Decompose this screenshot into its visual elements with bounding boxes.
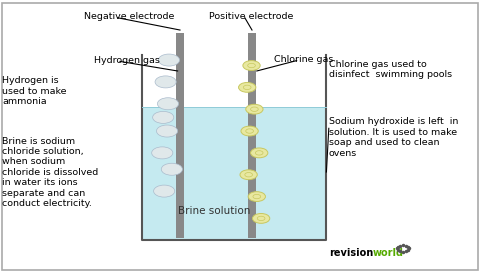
Text: Negative electrode: Negative electrode [84,12,174,21]
Text: Chlorine gas: Chlorine gas [274,55,333,64]
Bar [176,33,184,238]
Text: Positive electrode: Positive electrode [209,12,293,21]
Circle shape [241,126,258,136]
Bar [248,33,256,238]
Circle shape [248,192,265,201]
Circle shape [161,163,182,175]
Text: Hydrogen gas: Hydrogen gas [94,56,159,65]
Text: Brine is sodium
chloride solution,
when sodium
chloride is dissolved
in water it: Brine is sodium chloride solution, when … [2,136,99,208]
Text: revision: revision [329,248,373,258]
Text: Hydrogen is
used to make
ammonia: Hydrogen is used to make ammonia [2,76,67,106]
Text: world: world [373,248,404,258]
Bar [142,106,326,240]
Circle shape [157,98,179,110]
Circle shape [153,111,174,123]
Text: Brine solution: Brine solution [178,206,250,216]
Circle shape [251,148,268,158]
Circle shape [252,213,270,223]
Circle shape [243,61,260,70]
Text: Sodium hydroxide is left  in
solution. It is used to make
soap and used to clean: Sodium hydroxide is left in solution. It… [329,117,458,158]
Circle shape [156,125,178,137]
Text: Chlorine gas used to
disinfect  swimming pools: Chlorine gas used to disinfect swimming … [329,60,452,79]
Circle shape [152,147,173,159]
Circle shape [246,104,263,114]
Circle shape [155,76,176,88]
Circle shape [239,82,256,92]
Circle shape [158,54,180,66]
Circle shape [154,185,175,197]
Circle shape [240,170,257,180]
